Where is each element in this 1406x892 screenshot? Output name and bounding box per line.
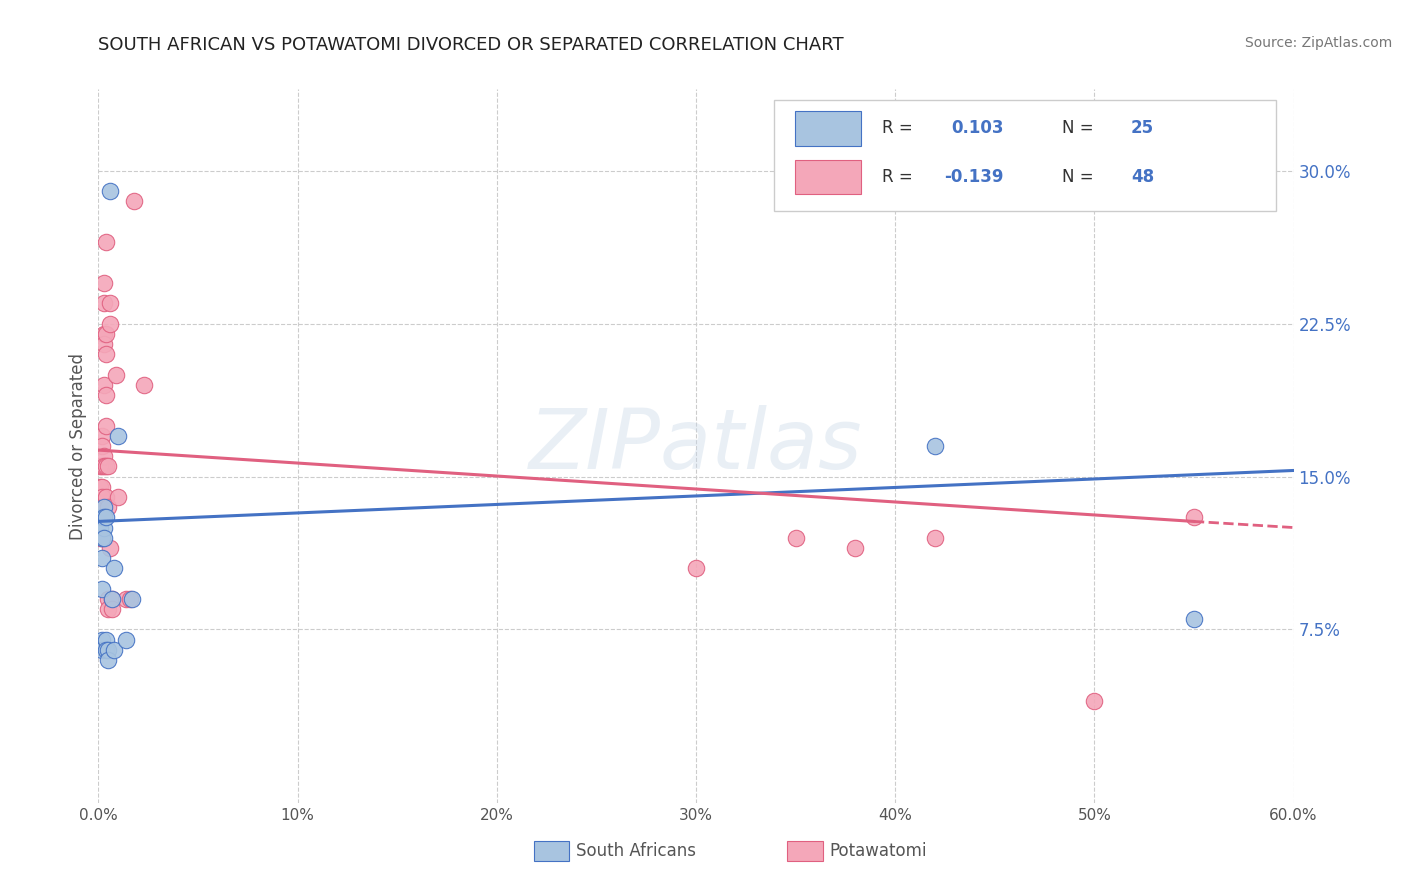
Point [91,480,114,494]
Point [91,459,114,474]
Point [93,449,115,463]
Point [105,368,128,382]
Point [97,653,120,667]
Text: 48: 48 [1130,168,1154,186]
Text: -0.139: -0.139 [945,168,1004,186]
Text: Potawatomi: Potawatomi [830,842,927,860]
Point [844,541,866,555]
Point [97,602,120,616]
Point [685,561,707,575]
Point [91,439,114,453]
Point [124,194,146,209]
Point [93,520,115,534]
Point [89,500,111,515]
Point [93,459,115,474]
Point [89,459,111,474]
Point [91,429,114,443]
Point [115,591,138,606]
Point [100,296,122,310]
Point [93,377,115,392]
Y-axis label: Divorced or Separated: Divorced or Separated [69,352,87,540]
Point [96,347,118,361]
Point [924,439,946,453]
Point [101,591,124,606]
Point [91,551,114,566]
Point [96,459,118,474]
Point [93,326,115,341]
Point [93,276,115,290]
Point [96,632,118,647]
Point [101,602,124,616]
Text: Source: ZipAtlas.com: Source: ZipAtlas.com [1244,36,1392,50]
Point [97,591,120,606]
Point [91,500,114,515]
Point [120,591,142,606]
Point [121,591,143,606]
Point [91,510,114,524]
Point [96,490,118,504]
Point [91,632,114,647]
Point [93,500,115,515]
Point [89,531,111,545]
Point [785,531,807,545]
Text: SOUTH AFRICAN VS POTAWATOMI DIVORCED OR SEPARATED CORRELATION CHART: SOUTH AFRICAN VS POTAWATOMI DIVORCED OR … [98,36,844,54]
Point [91,531,114,545]
Text: R =: R = [883,120,918,137]
Text: N =: N = [1062,120,1098,137]
Point [96,643,118,657]
Point [89,520,111,534]
Point [134,377,156,392]
Point [93,531,115,545]
Point [93,337,115,351]
Text: ZIPatlas: ZIPatlas [529,406,863,486]
Point [96,418,118,433]
Point [96,326,118,341]
Point [97,500,120,515]
Point [107,490,129,504]
Point [96,510,118,524]
Point [91,510,114,524]
Point [89,490,111,504]
Point [93,296,115,310]
Point [100,317,122,331]
Point [91,490,114,504]
FancyBboxPatch shape [773,100,1275,211]
Point [924,531,946,545]
FancyBboxPatch shape [796,112,860,145]
Point [91,582,114,596]
Point [1182,510,1205,524]
Text: South Africans: South Africans [576,842,696,860]
Point [93,510,115,524]
Text: 0.103: 0.103 [952,120,1004,137]
Point [91,531,114,545]
Point [100,541,122,555]
Point [103,561,125,575]
Point [115,632,138,647]
Point [101,591,124,606]
Point [91,643,114,657]
Point [89,480,111,494]
Point [103,643,125,657]
Text: N =: N = [1062,168,1098,186]
Point [97,459,120,474]
Point [97,643,120,657]
Point [100,184,122,198]
Point [107,429,129,443]
Text: R =: R = [883,168,918,186]
Point [1083,694,1105,708]
Text: 25: 25 [1130,120,1154,137]
Point [1182,612,1205,626]
FancyBboxPatch shape [796,160,860,194]
Point [96,235,118,249]
Point [96,388,118,402]
